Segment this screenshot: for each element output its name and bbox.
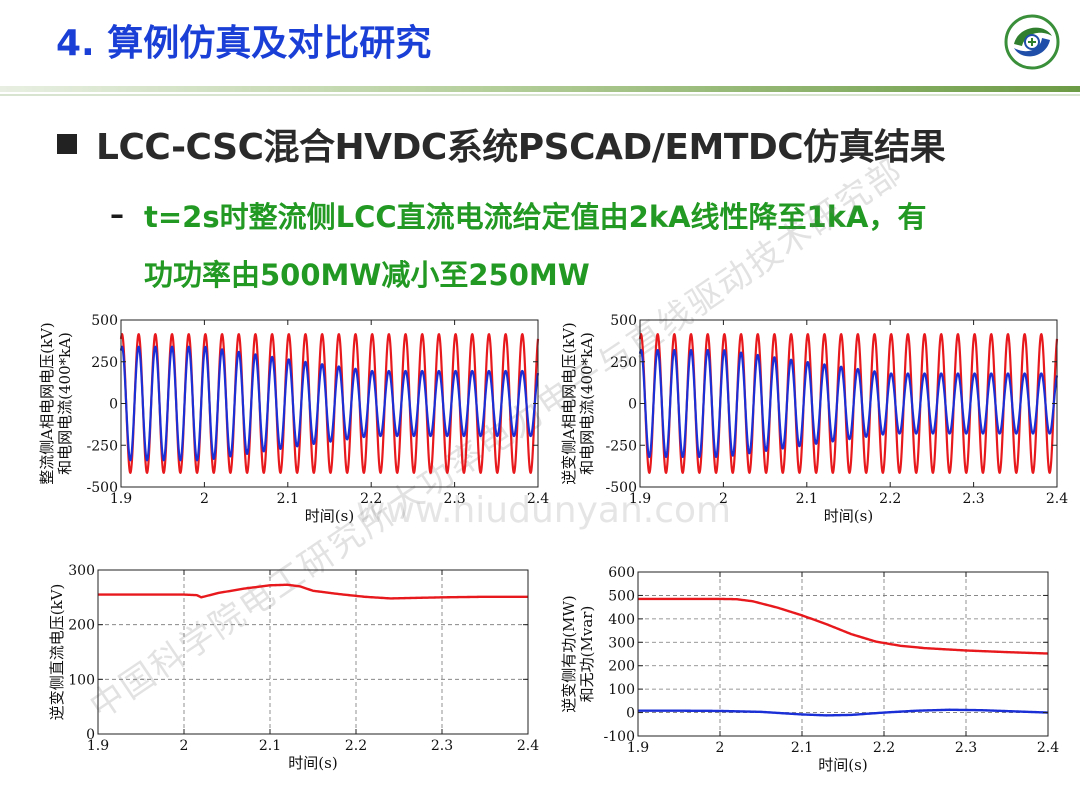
y-tick-label: -500 (606, 480, 637, 496)
bullet-square (57, 134, 77, 154)
institute-logo (1004, 14, 1060, 70)
x-tick-label: 2.3 (962, 491, 984, 507)
y-tick-label: 500 (608, 588, 635, 604)
x-axis-label: 时间(s) (305, 507, 354, 525)
x-tick-label: 2.1 (791, 740, 813, 756)
x-tick-label: 2.4 (1046, 491, 1068, 507)
y-tick-label: 300 (68, 563, 95, 579)
y-tick-label: 200 (68, 618, 95, 634)
x-tick-label: 2.3 (431, 738, 453, 754)
x-tick-label: 1.9 (629, 491, 651, 507)
y-tick-label: 600 (608, 565, 635, 581)
chart-svg: 1.9 2 2.1 2.2 2.3 2.4 0 100 200 300 时间(s) 逆变侧直流电压(k… (48, 563, 539, 772)
y-tick-label: 0 (628, 397, 637, 413)
y-axis-label: 逆变侧有功(MW) (560, 595, 578, 712)
header-divider-thin (0, 94, 1080, 96)
x-tick-label: 2 (180, 738, 189, 754)
sub-bullet-line-2: 功功率由500MW减小至250MW (144, 258, 590, 292)
x-tick-label: 2.2 (360, 491, 382, 507)
x-axis-label: 时间(s) (818, 756, 867, 774)
series-line-2 (638, 348, 1059, 459)
x-tick-label: 1.9 (627, 740, 649, 756)
y-tick-label: 100 (608, 682, 635, 698)
y-tick-label: 0 (626, 706, 635, 722)
x-tick-label: 2.4 (1037, 740, 1059, 756)
sub-bullet-line-1: t=2s时整流侧LCC直流电流给定值由2kA线性降至1kA，有 (144, 200, 927, 234)
sub-bullet-dash: – (110, 198, 124, 231)
x-tick-label: 2.2 (873, 740, 895, 756)
page-title: 4. 算例仿真及对比研究 (56, 23, 432, 64)
y-axis-label: 逆变侧A相电网电压(kV) (560, 322, 578, 484)
chart-rectifier-ac: 1.9 2 2.1 2.2 2.3 2.4 -500 -250 0 250 500 时间(s) 整流侧A… (30, 306, 550, 526)
x-tick-label: 1.9 (110, 491, 132, 507)
y-tick-label: 250 (91, 355, 118, 371)
x-axis-label: 时间(s) (824, 507, 873, 525)
y-tick-label: 500 (610, 313, 637, 329)
x-tick-label: 2.4 (527, 491, 549, 507)
x-axis-label: 时间(s) (288, 754, 337, 772)
x-tick-label: 2.3 (443, 491, 465, 507)
x-tick-label: 2.2 (879, 491, 901, 507)
x-tick-label: 2.1 (277, 491, 299, 507)
y-axis-label: 和无功(Mvar) (578, 606, 596, 703)
header-divider (0, 86, 1080, 92)
y-tick-label: 0 (86, 727, 95, 743)
y-tick-label: 200 (608, 659, 635, 675)
y-tick-label: 500 (91, 313, 118, 329)
x-tick-label: 2.3 (955, 740, 977, 756)
y-tick-label: -250 (606, 438, 637, 454)
plot-frame (97, 569, 529, 735)
y-tick-label: 100 (68, 672, 95, 688)
y-tick-label: 300 (608, 635, 635, 651)
y-tick-label: -500 (87, 480, 118, 496)
y-tick-label: 0 (109, 397, 118, 413)
x-tick-label: 2 (719, 491, 728, 507)
chart-inverter-power: 1.9 2 2.1 2.2 2.3 2.4 -100 0 100 200 300 400 500 600 时… (552, 560, 1072, 790)
x-tick-label: 2 (716, 740, 725, 756)
y-axis-label: 整流侧A相电网电压(kV) (38, 322, 56, 484)
x-tick-label: 1.9 (87, 738, 109, 754)
chart-svg: 1.9 2 2.1 2.2 2.3 2.4 -500 -250 0 250 500 时间(s) 逆变侧A… (560, 313, 1068, 525)
chart-svg: 1.9 2 2.1 2.2 2.3 2.4 -500 -250 0 250 500 时间(s) 整流侧A… (38, 313, 549, 525)
y-tick-label: 400 (608, 612, 635, 628)
y-axis-label: 逆变侧直流电压(kV) (48, 584, 66, 721)
series-line-2 (638, 708, 1049, 717)
chart-inverter-ac: 1.9 2 2.1 2.2 2.3 2.4 -500 -250 0 250 500 时间(s) 逆变侧A… (552, 306, 1072, 526)
section-heading: LCC-CSC混合HVDC系统PSCAD/EMTDC仿真结果 (96, 127, 946, 168)
x-tick-label: 2.4 (517, 738, 539, 754)
x-tick-label: 2 (200, 491, 209, 507)
y-axis-label: 和电网电流(400*kA) (578, 332, 596, 475)
y-tick-label: 250 (610, 355, 637, 371)
x-tick-label: 2.1 (259, 738, 281, 754)
y-tick-label: -100 (604, 729, 635, 745)
plot-frame (637, 571, 1049, 737)
y-tick-label: -250 (87, 438, 118, 454)
series-line-2 (119, 345, 540, 462)
x-tick-label: 2.1 (796, 491, 818, 507)
series-line-1 (98, 583, 528, 600)
x-tick-label: 2.2 (345, 738, 367, 754)
y-axis-label: 和电网电流(400*kA) (56, 332, 74, 475)
chart-inverter-dc-voltage: 1.9 2 2.1 2.2 2.3 2.4 0 100 200 300 时间(s) 逆变侧直流电压(k… (30, 560, 550, 790)
chart-svg: 1.9 2 2.1 2.2 2.3 2.4 -100 0 100 200 300 400 500 600 时… (560, 565, 1059, 774)
series-line-1 (638, 597, 1049, 655)
